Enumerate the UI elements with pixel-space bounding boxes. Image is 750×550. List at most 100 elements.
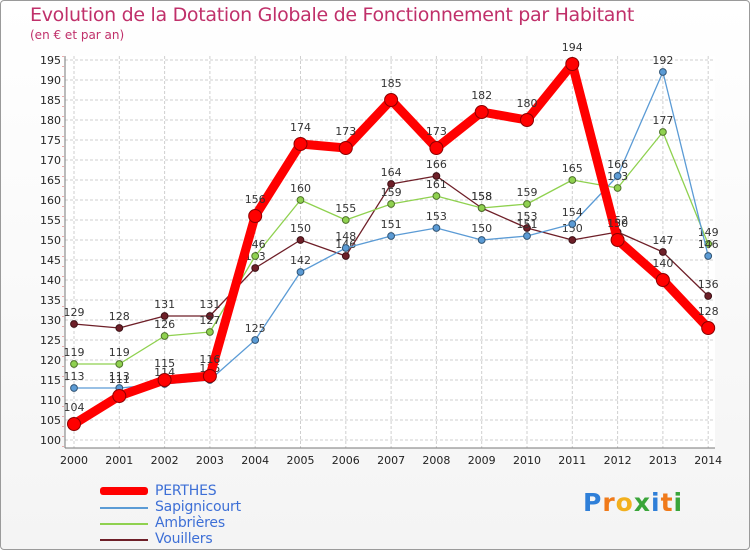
y-tick-label: 155: [40, 214, 61, 227]
x-tick-label: 2005: [287, 454, 315, 467]
data-label-sapignicourt: 154: [562, 206, 583, 219]
data-point-ambrieres: [160, 332, 169, 340]
data-label-sapignicourt: 151: [517, 218, 538, 231]
data-label-sapignicourt: 150: [471, 222, 492, 235]
data-label-perthes: 116: [199, 353, 220, 366]
data-point-sapignicourt: [523, 232, 531, 240]
legend-swatch-perthes: [100, 487, 148, 495]
data-label-sapignicourt: 151: [381, 218, 402, 231]
data-point-ambrieres: [659, 128, 667, 136]
x-tick-label: 2003: [196, 454, 224, 467]
data-point-sapignicourt: [568, 220, 577, 228]
data-point-vouillers: [206, 312, 214, 320]
data-point-perthes: [293, 137, 308, 151]
data-point-vouillers: [115, 324, 124, 332]
y-tick-label: 105: [40, 414, 61, 427]
proxiti-logo: Proxiti: [583, 488, 683, 517]
x-tick-label: 2000: [60, 454, 88, 467]
data-point-sapignicourt: [704, 252, 713, 260]
x-tick-label: 2001: [105, 454, 133, 467]
y-tick-label: 115: [40, 374, 61, 387]
data-point-ambrieres: [206, 328, 214, 336]
data-label-sapignicourt: 153: [426, 210, 447, 223]
legend-label-vouillers: Vouillers: [155, 531, 213, 547]
data-point-vouillers: [251, 264, 260, 272]
data-label-vouillers: 136: [698, 278, 719, 291]
data-point-perthes: [429, 141, 444, 155]
data-point-vouillers: [704, 292, 713, 300]
data-point-vouillers: [70, 320, 78, 328]
data-point-ambrieres: [70, 360, 78, 368]
logo-letter: r: [602, 488, 616, 517]
data-point-ambrieres: [568, 176, 577, 184]
data-point-ambrieres: [432, 192, 441, 200]
y-tick-label: 160: [40, 194, 61, 207]
data-label-perthes: 194: [562, 41, 583, 54]
legend-item-perthes: PERTHES: [100, 483, 320, 500]
data-point-sapignicourt: [432, 224, 441, 232]
legend-item-sapignicourt: Sapignicourt: [100, 499, 320, 516]
data-point-ambrieres: [251, 252, 260, 260]
y-tick-label: 190: [40, 74, 61, 87]
data-label-vouillers: 131: [154, 298, 175, 311]
legend-item-ambrieres: Ambrières: [100, 515, 320, 532]
data-point-perthes: [701, 321, 716, 335]
x-tick-label: 2010: [513, 454, 541, 467]
data-point-sapignicourt: [613, 172, 622, 180]
y-tick-label: 185: [40, 94, 61, 107]
legend-swatch-ambrieres: [100, 523, 148, 525]
data-point-ambrieres: [115, 360, 124, 368]
data-label-perthes: 173: [335, 125, 356, 138]
legend-swatch-sapignicourt: [100, 507, 148, 509]
data-label-perthes: 156: [245, 193, 266, 206]
data-label-ambrieres: 161: [426, 178, 447, 191]
data-point-perthes: [112, 389, 127, 403]
y-tick-label: 150: [40, 234, 61, 247]
data-label-vouillers: 150: [290, 222, 311, 235]
x-tick-label: 2014: [694, 454, 722, 467]
data-label-vouillers: 147: [652, 234, 673, 247]
y-tick-label: 140: [40, 274, 61, 287]
data-point-vouillers: [296, 236, 305, 244]
data-label-sapignicourt: 142: [290, 254, 311, 267]
data-point-sapignicourt: [387, 232, 396, 240]
data-point-sapignicourt: [251, 336, 260, 344]
data-point-perthes: [610, 233, 625, 247]
y-tick-label: 165: [40, 174, 61, 187]
chart-subtitle: (en € et par an): [30, 28, 125, 42]
data-point-vouillers: [432, 172, 441, 180]
x-tick-label: 2011: [558, 454, 586, 467]
data-label-vouillers: 164: [381, 166, 402, 179]
data-label-ambrieres: 159: [381, 186, 402, 199]
legend-label-sapignicourt: Sapignicourt: [155, 499, 241, 515]
data-point-ambrieres: [341, 216, 350, 224]
data-point-sapignicourt: [70, 384, 78, 392]
data-point-vouillers: [160, 312, 169, 320]
data-point-perthes: [565, 57, 580, 71]
y-tick-label: 170: [40, 154, 61, 167]
data-point-perthes: [67, 417, 81, 431]
legend-swatch-vouillers: [100, 539, 148, 541]
y-tick-label: 175: [40, 134, 61, 147]
data-point-vouillers: [387, 180, 396, 188]
data-point-ambrieres: [477, 204, 486, 212]
data-label-perthes: 180: [517, 97, 538, 110]
data-label-sapignicourt: 113: [64, 370, 85, 383]
data-point-ambrieres: [387, 200, 396, 208]
legend-label-ambrieres: Ambrières: [155, 515, 225, 531]
data-label-perthes: 140: [652, 257, 673, 270]
data-label-sapignicourt: 192: [652, 54, 673, 67]
data-point-perthes: [520, 113, 534, 127]
data-label-perthes: 173: [426, 125, 447, 138]
data-label-perthes: 104: [64, 401, 85, 414]
data-label-perthes: 185: [381, 77, 402, 90]
data-label-vouillers: 166: [426, 158, 447, 171]
y-tick-label: 125: [40, 334, 61, 347]
y-tick-label: 145: [40, 254, 61, 267]
data-label-vouillers: 158: [471, 190, 492, 203]
logo-letter: i: [673, 488, 684, 517]
data-label-perthes: 115: [154, 357, 175, 370]
data-label-perthes: 174: [290, 121, 311, 134]
data-point-perthes: [474, 105, 489, 119]
x-tick-label: 2002: [151, 454, 179, 467]
